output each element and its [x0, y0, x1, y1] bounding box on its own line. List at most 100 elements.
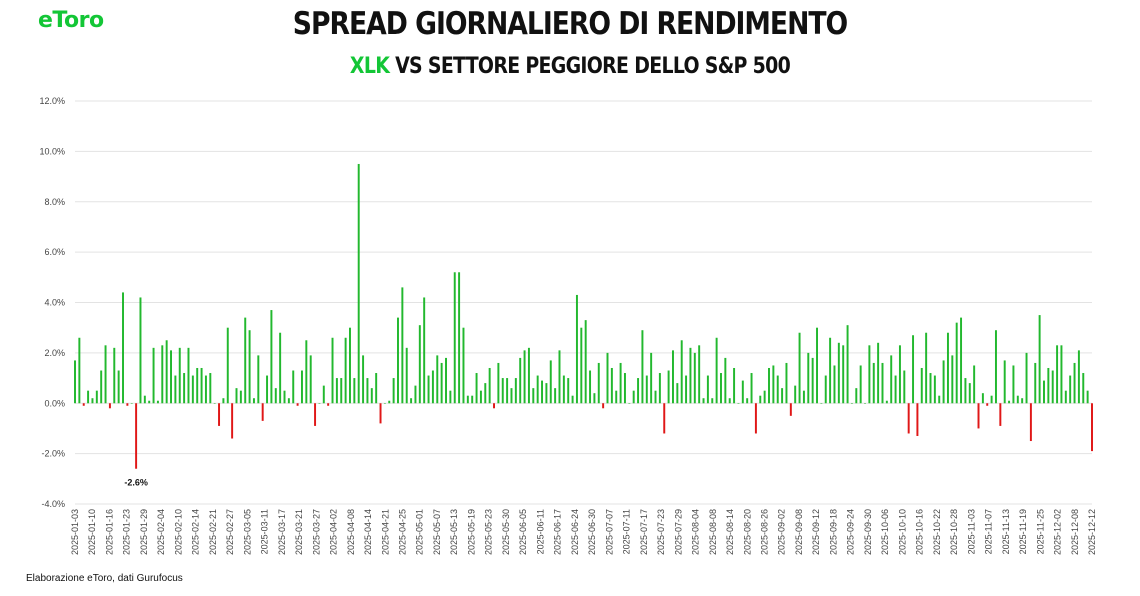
data-bar: [1047, 367, 1050, 404]
data-bar: [266, 375, 269, 404]
data-bar: [152, 347, 155, 404]
x-tick-label: 2025-09-12: [811, 509, 821, 555]
data-bar: [536, 375, 539, 404]
data-bar: [170, 350, 172, 404]
data-bar: [960, 317, 963, 404]
data-bar: [562, 375, 565, 404]
etoro-logo: eToro: [38, 8, 104, 33]
data-bar: [994, 330, 997, 404]
data-bar: [898, 345, 901, 404]
data-bar: [584, 320, 587, 404]
x-tick-label: 2025-02-27: [225, 509, 235, 555]
data-bar: [156, 400, 159, 404]
x-tick-label: 2025-08-26: [759, 509, 769, 555]
data-bar: [951, 355, 954, 404]
data-bar: [602, 403, 605, 409]
data-bar: [850, 403, 853, 404]
x-tick-label: 2025-01-29: [139, 509, 149, 555]
data-bar: [776, 375, 779, 404]
x-tick-label: 2025-02-21: [208, 509, 218, 555]
data-bar: [750, 373, 753, 404]
data-bar: [925, 332, 928, 404]
data-bar: [187, 347, 190, 404]
data-bar: [1016, 395, 1019, 404]
data-bar: [418, 325, 421, 404]
data-bar: [820, 403, 823, 404]
data-bar: [135, 403, 138, 469]
data-bar: [183, 373, 186, 404]
data-bar: [606, 352, 609, 404]
y-tick-label: -4.0%: [41, 499, 65, 509]
data-bar: [946, 332, 949, 404]
data-bar: [74, 360, 76, 404]
data-bar: [597, 362, 600, 404]
data-bar: [78, 337, 81, 404]
data-bar: [645, 375, 648, 404]
x-tick-label: 2025-11-03: [966, 509, 976, 554]
data-bar: [436, 355, 439, 404]
data-bar: [833, 365, 836, 404]
data-bar: [479, 390, 482, 404]
data-bar: [728, 398, 731, 404]
data-bar: [741, 380, 744, 404]
data-bar: [353, 378, 356, 404]
data-bar: [1056, 345, 1059, 404]
data-bar: [737, 403, 740, 404]
data-bar: [204, 375, 207, 404]
x-tick-label: 2025-09-02: [777, 509, 787, 555]
data-bar: [331, 337, 334, 404]
data-bar: [1091, 403, 1093, 452]
data-bar: [178, 347, 181, 404]
data-bar: [1038, 315, 1041, 404]
data-label: -1.9%: [1089, 0, 1113, 2]
data-bar: [580, 327, 583, 404]
data-bar: [894, 375, 897, 404]
data-bar: [593, 393, 596, 404]
data-bar: [654, 390, 657, 404]
x-tick-label: 2025-07-07: [604, 509, 614, 555]
x-tick-label: 2025-06-17: [553, 509, 563, 555]
x-tick-label: 2025-04-02: [329, 509, 339, 555]
data-bar: [641, 330, 644, 404]
data-bar: [104, 345, 107, 404]
x-tick-label: 2025-01-23: [122, 509, 132, 555]
data-bar: [405, 347, 408, 404]
data-bar: [807, 352, 810, 404]
data-bar: [213, 403, 216, 404]
data-bar: [1025, 352, 1028, 404]
data-bar: [370, 388, 373, 404]
data-bar: [440, 362, 443, 404]
data-bar: [100, 370, 103, 404]
data-bar: [802, 390, 805, 404]
data-bar: [82, 403, 85, 406]
data-bar: [191, 375, 194, 404]
x-tick-label: 2025-06-05: [518, 509, 528, 555]
x-tick-label: 2025-12-12: [1087, 509, 1097, 555]
data-bar: [252, 398, 255, 404]
data-bar: [226, 327, 229, 404]
data-bar: [200, 367, 203, 404]
x-tick-label: 2025-11-07: [984, 509, 994, 554]
x-tick-label: 2025-03-17: [277, 509, 287, 555]
x-tick-label: 2025-01-16: [104, 509, 114, 555]
data-bar: [781, 388, 784, 404]
data-bar: [458, 272, 461, 404]
x-tick-label: 2025-12-08: [1070, 509, 1080, 555]
data-bar: [1012, 365, 1015, 404]
data-bar: [973, 365, 976, 404]
data-bar: [855, 388, 858, 404]
data-bar: [877, 342, 880, 404]
data-bar: [746, 398, 749, 404]
data-bar: [117, 370, 120, 404]
x-tick-label: 2025-07-17: [639, 509, 649, 555]
data-bar: [532, 388, 535, 404]
data-bar: [231, 403, 234, 439]
data-bar: [340, 378, 343, 404]
subtitle-rest: VS SETTORE PEGGIORE DELLO S&P 500: [395, 54, 791, 79]
data-bar: [885, 400, 888, 404]
data-bar: [108, 403, 111, 409]
data-bar: [1003, 360, 1006, 404]
data-bar: [292, 370, 295, 404]
data-bar: [322, 385, 325, 404]
data-bar: [986, 403, 989, 406]
